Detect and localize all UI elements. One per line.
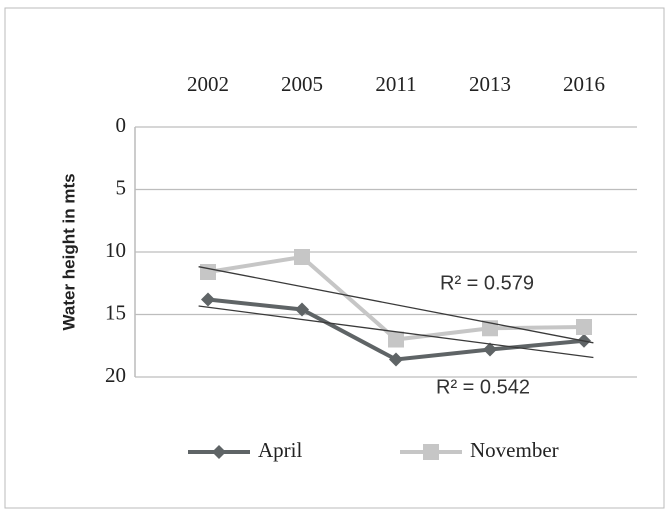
point-marker (295, 302, 309, 317)
trendline (198, 266, 594, 344)
x-tick-label: 2013 (469, 72, 511, 96)
y-tick-label: 0 (116, 113, 127, 137)
point-marker (200, 264, 216, 280)
point-marker (294, 249, 310, 265)
y-tick-label: 15 (105, 300, 126, 324)
chart-frame (4, 7, 665, 509)
point-marker (576, 319, 592, 335)
legend-label: April (258, 438, 302, 462)
point-marker (388, 331, 404, 348)
point-marker (201, 292, 215, 307)
trendline (198, 305, 594, 359)
legend-marker (423, 444, 439, 460)
x-tick-label: 2011 (375, 72, 416, 96)
point-marker (483, 342, 497, 357)
x-tick-label: 2005 (281, 72, 323, 96)
legend-label: November (470, 438, 559, 462)
x-tick-label: 2016 (563, 72, 605, 96)
y-tick-label: 10 (105, 238, 126, 262)
point-marker (389, 352, 403, 367)
legend-marker (212, 445, 226, 459)
annotation: R² = 0.579 (440, 272, 534, 294)
y-tick-label: 5 (116, 175, 127, 199)
annotation: R² = 0.542 (436, 376, 530, 398)
x-tick-label: 2002 (187, 72, 229, 96)
y-axis-title: Water height in mts (59, 173, 78, 330)
y-tick-label: 20 (105, 363, 126, 387)
